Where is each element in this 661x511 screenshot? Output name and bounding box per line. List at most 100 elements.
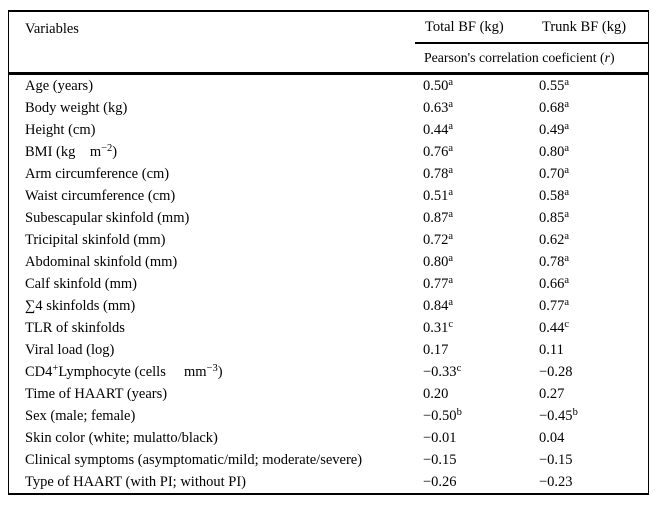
table-header: Variables Total BF (kg) Trunk BF (kg) Pe…	[9, 12, 648, 75]
table-row: Height (cm) 0.44a 0.49a	[9, 119, 648, 141]
trunk-bf-value: −0.45b	[539, 406, 578, 424]
significance-superscript: c	[564, 318, 570, 330]
variables-column-header: Variables	[25, 21, 79, 37]
pearson-r-symbol: r	[604, 50, 610, 65]
table-row: Viral load (log) 0.17 0.11	[9, 339, 648, 361]
significance-superscript: a	[448, 230, 454, 242]
table-row: Type of HAART (with PI; without PI) −0.26…	[9, 471, 648, 493]
total-bf-value: 0.80a	[423, 252, 454, 270]
total-bf-value: −0.15	[423, 451, 457, 468]
trunk-bf-value: 0.80a	[539, 142, 570, 160]
total-bf-value: 0.77a	[423, 274, 454, 292]
significance-superscript: a	[564, 98, 570, 110]
significance-superscript: b	[456, 406, 462, 418]
total-bf-value: 0.72a	[423, 230, 454, 248]
table-row: CD4+Lymphocyte (cells mm−3) −0.33c −0.28	[9, 361, 648, 383]
variable-label: Calf skinfold (mm)	[25, 275, 137, 292]
significance-superscript: c	[448, 318, 454, 330]
total-bf-value: −0.50b	[423, 406, 462, 424]
trunk-bf-column-header: Trunk BF (kg)	[542, 18, 627, 35]
variable-label: Clinical symptoms (asymptomatic/mild; mo…	[25, 451, 363, 468]
trunk-bf-value: −0.23	[539, 473, 573, 490]
significance-superscript: b	[572, 406, 578, 418]
correlation-table: Variables Total BF (kg) Trunk BF (kg) Pe…	[8, 10, 649, 495]
table-row: Skin color (white; mulatto/black) −0.01 0.…	[9, 427, 648, 449]
significance-superscript: a	[564, 274, 570, 286]
total-bf-value: 0.50a	[423, 76, 454, 94]
significance-superscript: a	[448, 296, 454, 308]
total-bf-value: 0.84a	[423, 296, 454, 314]
variable-label: Tricipital skinfold (mm)	[25, 231, 166, 248]
significance-superscript: a	[564, 230, 570, 242]
variable-label: Sex (male; female)	[25, 407, 136, 424]
variable-label: ∑4 skinfolds (mm)	[25, 297, 136, 314]
pearson-subheader-suffix: )	[610, 50, 615, 65]
total-bf-value: −0.33c	[423, 362, 462, 380]
trunk-bf-value: 0.77a	[539, 296, 570, 314]
significance-superscript: a	[564, 296, 570, 308]
total-bf-value: −0.01	[423, 429, 457, 446]
significance-superscript: a	[564, 120, 570, 132]
bf-column-headers: Total BF (kg) Trunk BF (kg)	[415, 12, 648, 44]
table-row: TLR of skinfolds 0.31c 0.44c	[9, 317, 648, 339]
variable-label: Subescapular skinfold (mm)	[25, 209, 190, 226]
variable-label: Age (years)	[25, 77, 94, 94]
significance-superscript: c	[456, 362, 462, 374]
trunk-bf-value: 0.55a	[539, 76, 570, 94]
significance-superscript: a	[448, 208, 454, 220]
significance-superscript: a	[564, 208, 570, 220]
trunk-bf-value: 0.44c	[539, 318, 570, 336]
trunk-bf-value: 0.62a	[539, 230, 570, 248]
table-row: Arm circumference (cm) 0.78a 0.70a	[9, 163, 648, 185]
total-bf-value: 0.76a	[423, 142, 454, 160]
table-row: Waist circumference (cm) 0.51a 0.58a	[9, 185, 648, 207]
table-row: ∑4 skinfolds (mm) 0.84a 0.77a	[9, 295, 648, 317]
significance-superscript: a	[564, 252, 570, 264]
trunk-bf-value: 0.66a	[539, 274, 570, 292]
label-superscript: +	[52, 363, 59, 374]
total-bf-value: 0.63a	[423, 98, 454, 116]
variable-label: Arm circumference (cm)	[25, 165, 170, 182]
trunk-bf-value: 0.27	[539, 385, 565, 402]
variable-label: TLR of skinfolds	[25, 319, 125, 336]
variable-label: Type of HAART (with PI; without PI)	[25, 473, 246, 490]
significance-superscript: a	[448, 76, 454, 88]
trunk-bf-value: 0.68a	[539, 98, 570, 116]
total-bf-value: 0.31c	[423, 318, 454, 336]
trunk-bf-value: 0.85a	[539, 208, 570, 226]
significance-superscript: a	[448, 120, 454, 132]
variable-label: Waist circumference (cm)	[25, 187, 176, 204]
variable-label: CD4+Lymphocyte (cells mm−3)	[25, 363, 223, 380]
significance-superscript: a	[448, 164, 454, 176]
total-bf-value: 0.44a	[423, 120, 454, 138]
total-bf-value: 0.20	[423, 385, 449, 402]
label-superscript: −3	[206, 363, 218, 374]
significance-superscript: a	[564, 186, 570, 198]
trunk-bf-value: 0.04	[539, 429, 565, 446]
total-bf-value: 0.87a	[423, 208, 454, 226]
significance-superscript: a	[448, 98, 454, 110]
variable-label: Skin color (white; mulatto/black)	[25, 429, 218, 446]
table-row: BMI (kg m−2) 0.76a 0.80a	[9, 141, 648, 163]
total-bf-value: −0.26	[423, 473, 457, 490]
significance-superscript: a	[448, 186, 454, 198]
total-bf-value: 0.17	[423, 341, 449, 358]
total-bf-column-header: Total BF (kg)	[425, 18, 504, 35]
table-row: Sex (male; female) −0.50b −0.45b	[9, 405, 648, 427]
table-row: Tricipital skinfold (mm) 0.72a 0.62a	[9, 229, 648, 251]
pearson-subheader: Pearson's correlation coeficient (r)	[415, 44, 648, 72]
total-bf-value: 0.78a	[423, 164, 454, 182]
trunk-bf-value: 0.70a	[539, 164, 570, 182]
trunk-bf-value: 0.78a	[539, 252, 570, 270]
label-superscript: −2	[101, 143, 113, 154]
pearson-subheader-prefix: Pearson's correlation coeficient (	[424, 50, 605, 65]
trunk-bf-value: 0.11	[539, 341, 564, 358]
trunk-bf-value: 0.49a	[539, 120, 570, 138]
significance-superscript: a	[448, 274, 454, 286]
significance-superscript: a	[448, 142, 454, 154]
table-row: Subescapular skinfold (mm) 0.87a 0.85a	[9, 207, 648, 229]
variable-label: Abdominal skinfold (mm)	[25, 253, 178, 270]
total-bf-value: 0.51a	[423, 186, 454, 204]
table-body: Age (years) 0.50a 0.55a Body weight (kg) 0.6…	[9, 75, 648, 493]
table-row: Calf skinfold (mm) 0.77a 0.66a	[9, 273, 648, 295]
